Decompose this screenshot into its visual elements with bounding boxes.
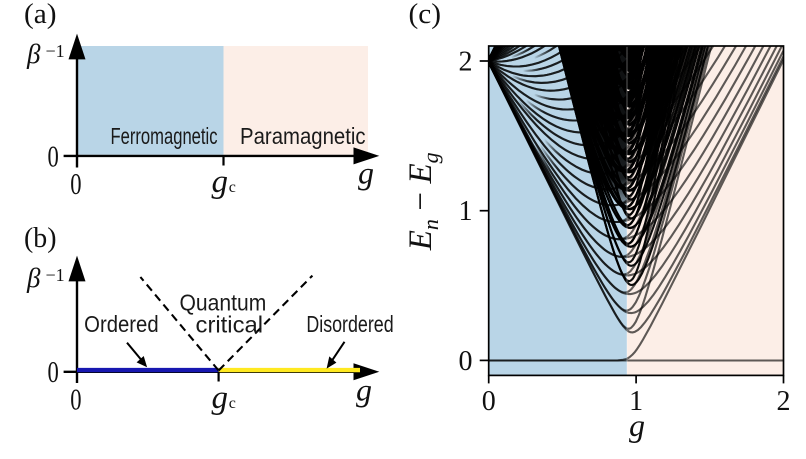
svg-text:0: 0 — [70, 382, 81, 417]
svg-text:0: 0 — [70, 166, 81, 201]
svg-text:(c): (c) — [409, 0, 442, 30]
svg-text:g: g — [212, 380, 229, 416]
svg-text:Paramagnetic: Paramagnetic — [240, 123, 366, 149]
svg-text:2: 2 — [459, 47, 473, 78]
svg-text:Quantum: Quantum — [180, 289, 267, 315]
svg-text:Ferromagnetic: Ferromagnetic — [111, 123, 218, 149]
svg-text:En−Eg: En−Eg — [403, 152, 443, 251]
svg-text:−1: −1 — [46, 265, 65, 285]
svg-text:Disordered: Disordered — [306, 311, 393, 337]
svg-text:0: 0 — [48, 138, 59, 173]
svg-text:β: β — [26, 39, 41, 69]
svg-text:(a): (a) — [24, 0, 57, 30]
svg-text:Ordered: Ordered — [84, 311, 159, 337]
svg-text:1: 1 — [459, 196, 473, 227]
svg-text:(b): (b) — [24, 223, 57, 254]
svg-text:c: c — [229, 179, 236, 196]
svg-text:0: 0 — [482, 386, 496, 417]
svg-text:g: g — [356, 372, 372, 408]
svg-text:β: β — [26, 263, 41, 293]
svg-text:0: 0 — [48, 354, 59, 389]
svg-text:2: 2 — [777, 386, 791, 417]
svg-text:0: 0 — [459, 346, 473, 377]
svg-text:g: g — [358, 155, 374, 191]
svg-text:critical: critical — [196, 312, 264, 338]
svg-text:1: 1 — [629, 386, 643, 417]
svg-text:c: c — [229, 395, 236, 412]
svg-text:−1: −1 — [46, 41, 65, 61]
svg-text:g: g — [629, 407, 645, 443]
svg-text:g: g — [212, 164, 229, 200]
